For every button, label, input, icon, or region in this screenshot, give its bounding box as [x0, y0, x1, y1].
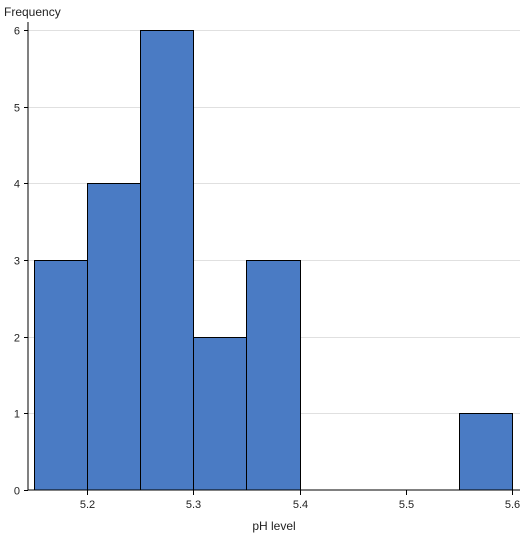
y-tick-label-2: 2 — [14, 333, 20, 345]
y-tick-label-4: 4 — [14, 179, 20, 191]
y-axis-title: Frequency — [4, 5, 61, 19]
y-tick-label-3: 3 — [14, 256, 20, 268]
y-tick-label-0: 0 — [14, 486, 20, 498]
x-tick-label-5.3: 5.3 — [186, 499, 201, 511]
histogram-bar-0 — [34, 260, 88, 491]
y-tick-label-1: 1 — [14, 409, 20, 421]
x-tick-label-5.4: 5.4 — [293, 499, 308, 511]
y-tick-label-5: 5 — [14, 103, 20, 115]
y-ticks: 0 1 2 3 4 5 6 — [14, 26, 28, 498]
x-tick-label-5.6: 5.6 — [505, 499, 520, 511]
histogram-bar-4 — [246, 260, 301, 491]
x-axis-title: pH level — [252, 519, 295, 533]
x-tick-label-5.2: 5.2 — [80, 499, 95, 511]
x-ticks: 5.2 5.3 5.4 5.5 5.6 — [80, 490, 520, 511]
histogram-bar-1 — [87, 183, 141, 491]
histogram-bar-2 — [140, 30, 194, 491]
bars — [34, 30, 513, 491]
histogram-bar-3 — [193, 337, 247, 491]
x-tick-label-5.5: 5.5 — [399, 499, 414, 511]
axes — [27, 22, 520, 491]
histogram-bar-5 — [459, 413, 513, 491]
y-tick-label-6: 6 — [14, 26, 20, 38]
